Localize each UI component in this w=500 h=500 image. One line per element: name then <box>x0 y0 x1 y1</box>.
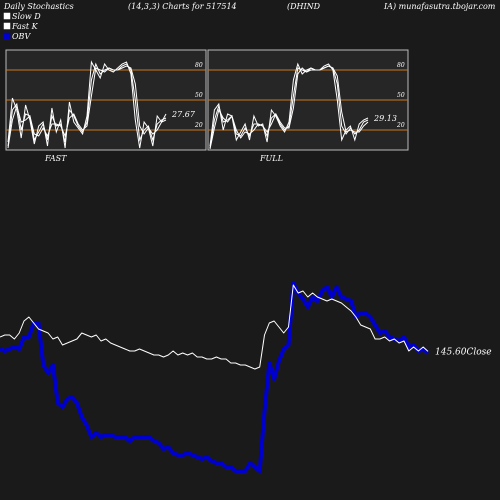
legend-swatch-slow-d <box>3 12 11 20</box>
y-tick-20: 20 <box>194 122 203 129</box>
chart-symbol-part1: (DHIND <box>287 2 321 11</box>
fast-panel-label: FAST <box>44 154 67 163</box>
legend-label-obv: OBV <box>12 32 31 41</box>
y-tick-50: 50 <box>195 92 203 99</box>
close-price-suffix: Close <box>467 347 492 357</box>
fast-last-value: 27.67 <box>171 110 196 119</box>
legend-label-fast-k: Fast K <box>11 22 39 31</box>
stoch-series-0-0 <box>7 60 167 149</box>
close-price-value: 145.60Close <box>435 347 492 357</box>
stoch-series-0-2 <box>7 65 167 149</box>
legend-swatch-fast-k <box>3 22 11 30</box>
stoch-series-1-0 <box>209 62 369 147</box>
price-line <box>0 284 429 370</box>
obv-price-panel: 145.60Close <box>0 281 492 473</box>
full-stochastic-panel: 20 50 80 29.13 FULL <box>207 49 409 163</box>
legend-label-slow-d: Slow D <box>12 12 41 21</box>
fast-stochastic-panel: 20 50 80 27.67 FAST <box>5 49 207 163</box>
full-last-value: 29.13 <box>373 114 397 123</box>
stoch-series-0-1 <box>7 62 167 147</box>
chart-symbol-part2: IA) munafasutra.tbojar.com <box>383 2 496 11</box>
y-tick-80: 80 <box>397 62 405 69</box>
stoch-series-1-2 <box>209 65 369 150</box>
chart-params: (14,3,3) Charts for 517514 <box>128 2 237 11</box>
legend-swatch-obv <box>3 32 11 40</box>
y-tick-80: 80 <box>195 62 203 69</box>
obv-line <box>0 281 430 473</box>
y-tick-50: 50 <box>397 92 405 99</box>
full-panel-label: FULL <box>259 154 283 163</box>
close-price-number: 145.60 <box>435 347 467 357</box>
y-tick-20: 20 <box>396 122 405 129</box>
chart-title: Daily Stochastics <box>3 2 74 11</box>
legend: Slow D Fast K OBV <box>3 12 41 41</box>
